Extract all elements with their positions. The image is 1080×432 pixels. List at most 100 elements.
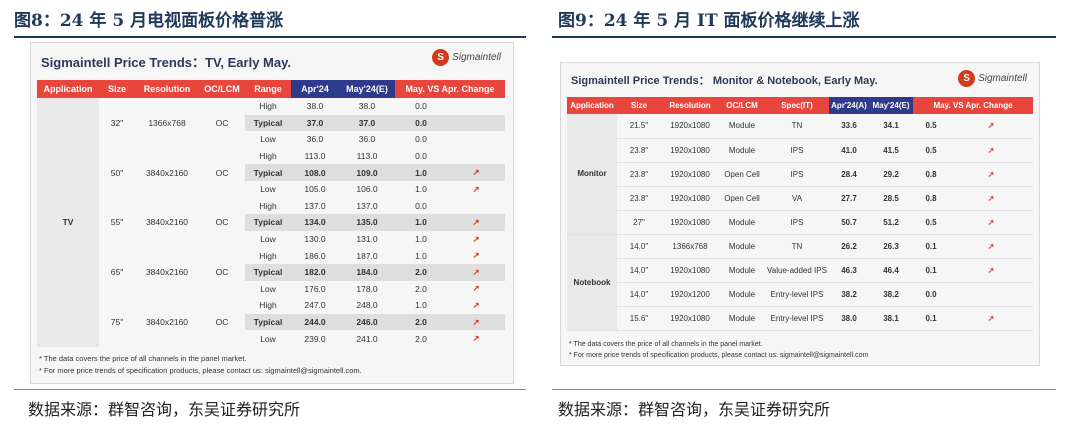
table-row: 15.6" 1920x1080 Module Entry-level IPS 38.0 3… xyxy=(567,306,1034,331)
column-header: Spec(IT) xyxy=(765,97,829,114)
table-row: 55" 3840x2160 OC High 137.0 137.0 0.0 xyxy=(37,198,505,228)
table-row: Low 176.0 178.0 2.0 ↗ xyxy=(37,281,505,298)
type-cell: OC xyxy=(215,117,229,128)
apr-value-cell: 108.0 xyxy=(291,164,339,181)
column-header: Resolution xyxy=(661,97,719,114)
resolution-cell: 3840x2160 xyxy=(145,167,189,178)
application-cell: Monitor xyxy=(567,114,617,235)
apr-value-cell: 41.0 xyxy=(829,138,869,163)
spec-cell: TN xyxy=(765,114,829,139)
table-row: 23.8" 1920x1080 Open Cell IPS 28.4 29.2 0.8 ↗ xyxy=(567,162,1034,187)
change-cell: 0.5 xyxy=(913,210,949,235)
table-row: Typical 244.0 246.0 2.0 ↗ xyxy=(37,313,505,331)
column-header: Size xyxy=(617,97,661,114)
apr-value-cell: 239.0 xyxy=(304,333,326,344)
size-cell: 14.0" xyxy=(617,282,661,307)
table-row: Typical 108.0 109.0 1.0 ↗ xyxy=(37,164,505,181)
logo-text: Sigmaintell xyxy=(978,73,1027,84)
change-cell: 0.0 xyxy=(415,200,427,211)
column-header: May'24(E) xyxy=(869,97,913,114)
apr-value-cell: 244.0 xyxy=(291,313,339,331)
range-cell: High xyxy=(259,200,277,211)
up-right-arrow-icon: ↗ xyxy=(987,145,995,155)
apr-value-cell: 38.0 xyxy=(306,101,324,112)
figure-8-source-rule xyxy=(14,389,526,390)
change-cell: 1.0 xyxy=(415,184,427,195)
change-cell: 2.0 xyxy=(395,263,447,281)
apr-value-cell: 28.4 xyxy=(829,162,869,187)
table-row: Typical 134.0 135.0 1.0 ↗ xyxy=(37,214,505,231)
tv-table-header-row: Application Size Resolution OC/LCM Range Apr'… xyxy=(37,80,505,98)
application-cell: Notebook xyxy=(567,234,617,331)
type-cell: Module xyxy=(719,210,765,235)
apr-value-cell: 134.0 xyxy=(291,214,339,231)
type-cell: OC xyxy=(215,167,229,178)
trend-cell: ↗ xyxy=(447,263,505,281)
range-cell: High xyxy=(259,101,277,112)
application-cell: TV xyxy=(37,98,99,347)
resolution-cell: 1920x1080 xyxy=(661,162,719,187)
up-right-arrow-icon: ↗ xyxy=(472,283,480,294)
spec-cell: Entry-level IPS xyxy=(765,306,829,331)
type-cell: OC xyxy=(215,267,229,278)
resolution-cell: 3840x2160 xyxy=(145,217,189,228)
tv-price-panel: Sigmaintell Price Trends：TV, Early May. … xyxy=(30,42,514,384)
table-row: Low 105.0 106.0 1.0 ↗ xyxy=(37,181,505,198)
may-value-cell: 113.0 xyxy=(356,151,378,162)
spec-cell: IPS xyxy=(765,162,829,187)
up-right-arrow-icon: ↗ xyxy=(987,265,995,275)
table-row: TV 32" 1366x768 OC High 38.0 38.0 0.0 xyxy=(37,98,505,347)
change-cell: 1.0 xyxy=(395,214,447,231)
trend-cell: ↗ xyxy=(447,281,505,298)
apr-value-cell: 27.7 xyxy=(829,186,869,211)
trend-cell xyxy=(447,198,505,215)
up-right-arrow-icon: ↗ xyxy=(472,183,480,194)
trend-cell xyxy=(447,98,505,115)
type-cell: Module xyxy=(719,234,765,259)
may-value-cell: 28.5 xyxy=(869,186,913,211)
spec-cell: IPS xyxy=(765,210,829,235)
apr-value-cell: 186.0 xyxy=(304,250,326,261)
spec-cell: TN xyxy=(765,234,829,259)
apr-value-cell: 37.0 xyxy=(291,114,339,132)
trend-cell: ↗ xyxy=(447,231,505,248)
size-cell: 15.6" xyxy=(617,306,661,331)
type-cell: Module xyxy=(719,138,765,163)
note-line: * For more price trends of specification… xyxy=(569,352,869,359)
apr-value-cell: 137.0 xyxy=(304,200,326,211)
up-right-arrow-icon: ↗ xyxy=(987,217,995,227)
figure-8-title: 图8：24 年 5 月电视面板价格普涨 xyxy=(14,11,284,31)
type-cell: Module xyxy=(719,306,765,331)
change-cell: 2.0 xyxy=(415,283,427,294)
change-cell: 1.0 xyxy=(415,250,427,261)
figure-9-source: 数据来源：群智咨询，东吴证券研究所 xyxy=(558,400,831,419)
size-cell: 65" xyxy=(110,267,124,278)
up-right-arrow-icon: ↗ xyxy=(472,216,480,227)
up-right-arrow-icon: ↗ xyxy=(472,316,480,327)
apr-value-cell: 105.0 xyxy=(304,184,326,195)
may-value-cell: 38.2 xyxy=(869,282,913,307)
sigmaintell-logo-icon: S xyxy=(432,49,450,66)
tv-panel-title: Sigmaintell Price Trends：TV, Early May. xyxy=(41,55,291,70)
range-cell: Low xyxy=(260,333,276,344)
may-value-cell: 137.0 xyxy=(356,200,378,211)
change-cell: 0.0 xyxy=(395,114,447,132)
type-cell: Module xyxy=(719,282,765,307)
size-cell: 21.5" xyxy=(617,114,661,139)
change-cell: 0.8 xyxy=(913,162,949,187)
size-cell: 23.8" xyxy=(617,138,661,163)
table-row: 27" 1920x1080 Module IPS 50.7 51.2 0.5 ↗ xyxy=(567,210,1034,235)
table-row: 23.8" 1920x1080 Module IPS 41.0 41.5 0.5 ↗ xyxy=(567,138,1034,163)
apr-value-cell: 247.0 xyxy=(304,300,326,311)
trend-cell xyxy=(447,114,505,132)
range-cell: Typical xyxy=(245,164,291,181)
resolution-cell: 1920x1080 xyxy=(661,258,719,283)
up-right-arrow-icon: ↗ xyxy=(987,193,995,203)
it-price-panel: Sigmaintell Price Trends： Monitor & Note… xyxy=(560,62,1040,366)
change-cell: 1.0 xyxy=(395,164,447,181)
trend-cell: ↗ xyxy=(447,181,505,198)
type-cell: OC xyxy=(215,217,229,228)
table-row: 65" 3840x2160 OC High 186.0 187.0 1.0 ↗ xyxy=(37,247,505,277)
change-cell: 0.0 xyxy=(415,101,427,112)
spec-cell: VA xyxy=(765,186,829,211)
